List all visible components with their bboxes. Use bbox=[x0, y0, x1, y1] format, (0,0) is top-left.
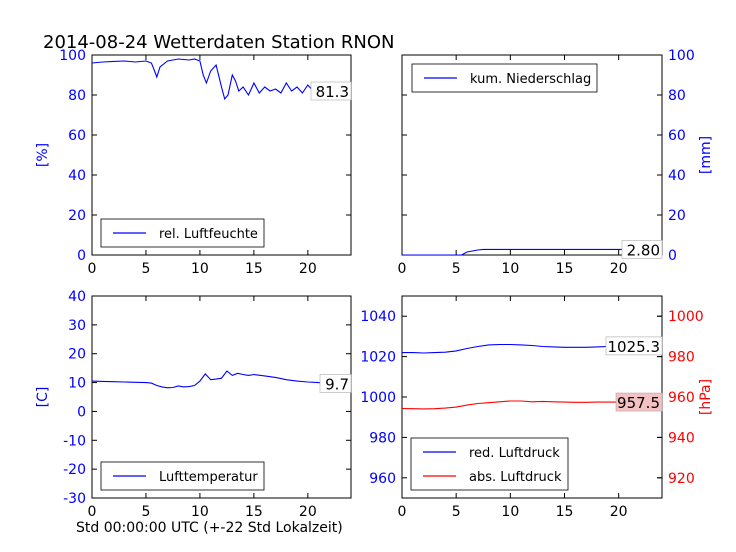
y-axis-label: [hPa] bbox=[698, 379, 714, 415]
y-tick-label: 0 bbox=[77, 248, 86, 264]
value-label-abs-luftdruck: 957.5 bbox=[617, 394, 660, 412]
y-tick-label: 40 bbox=[668, 168, 686, 184]
y-tick-label: 60 bbox=[668, 128, 686, 144]
legend-label: red. Luftdruck bbox=[469, 446, 560, 461]
legend-label: kum. Niederschlag bbox=[470, 72, 591, 87]
value-label-bg bbox=[310, 81, 352, 101]
plot-frame bbox=[91, 54, 352, 256]
x-tick-label: 15 bbox=[245, 504, 263, 520]
y-tick-label: 10 bbox=[68, 376, 86, 392]
x-tick-label: 5 bbox=[452, 261, 461, 277]
y-tick-label: 980 bbox=[369, 430, 396, 446]
y-tick-label: 80 bbox=[68, 88, 86, 104]
value-label-temperature: 9.7 bbox=[325, 375, 349, 393]
panel-temperature: 0 5 10 15 20 -30 -20 -10 0 10 20 30 40 [C] Lufttempera… bbox=[35, 289, 352, 520]
y-tick-label-right: 940 bbox=[668, 430, 695, 446]
chart-title: 2014-08-24 Wetterdaten Station RNON bbox=[43, 32, 394, 53]
y-tick-label: 80 bbox=[668, 88, 686, 104]
value-label-bg bbox=[605, 336, 663, 356]
x-tick-label: 5 bbox=[452, 504, 461, 520]
y-tick-label: 20 bbox=[68, 347, 86, 363]
value-label-bg bbox=[319, 374, 352, 393]
y-tick-label: 20 bbox=[668, 208, 686, 224]
y-tick-label: 1020 bbox=[360, 350, 396, 366]
panel-humidity: 0 5 10 15 20 0 20 40 60 80 100 [%] rel. Luftfeuchte 8… bbox=[35, 48, 352, 277]
y-axis-label: [%] bbox=[35, 143, 51, 167]
y-tick-label: -30 bbox=[63, 491, 86, 507]
x-tick-label: 15 bbox=[556, 261, 574, 277]
series-line-kum-niederschlag bbox=[402, 248, 662, 255]
panel-precipitation: 0 5 10 15 20 0 20 40 60 80 100 [mm] kum. Niederschla… bbox=[398, 48, 714, 277]
y-tick-label: 0 bbox=[77, 404, 86, 420]
x-tick-label: 5 bbox=[141, 261, 150, 277]
x-tick-label: 20 bbox=[299, 261, 317, 277]
x-tick-label: 0 bbox=[88, 261, 97, 277]
x-axis-label: Std 00:00:00 UTC (+-22 Std Lokalzeit) bbox=[76, 520, 343, 536]
x-tick-label: 10 bbox=[191, 504, 209, 520]
legend-label: rel. Luftfeuchte bbox=[159, 227, 258, 242]
x-tick-label: 0 bbox=[398, 261, 407, 277]
y-tick-label-right: 980 bbox=[668, 350, 695, 366]
legend-label: abs. Luftdruck bbox=[469, 470, 562, 485]
legend-label: Lufttemperatur bbox=[159, 470, 258, 485]
x-tick-label: 20 bbox=[299, 504, 317, 520]
value-label-bg bbox=[615, 392, 663, 412]
x-tick-label: 20 bbox=[610, 504, 628, 520]
y-tick-label: 960 bbox=[369, 471, 396, 487]
x-tick-label: 0 bbox=[88, 504, 97, 520]
x-tick-label: 0 bbox=[398, 504, 407, 520]
y-tick-label: -20 bbox=[63, 462, 86, 478]
x-tick-label: 10 bbox=[501, 261, 519, 277]
y-tick-label: 0 bbox=[668, 248, 677, 264]
legend-box bbox=[410, 437, 569, 491]
y-tick-label-right: 960 bbox=[668, 390, 695, 406]
y-tick-label: 30 bbox=[68, 318, 86, 334]
series-line-lufttemperatur bbox=[92, 370, 351, 389]
plot-frame bbox=[401, 54, 663, 256]
y-axis-label: [mm] bbox=[698, 136, 714, 174]
x-tick-label: 20 bbox=[610, 261, 628, 277]
y-tick-label: 40 bbox=[68, 168, 86, 184]
y-tick-label-right: 920 bbox=[668, 471, 695, 487]
y-tick-label: 20 bbox=[68, 208, 86, 224]
y-tick-label: 100 bbox=[59, 48, 86, 64]
value-label-precipitation: 2.80 bbox=[627, 241, 660, 259]
y-axis-label: [C] bbox=[35, 387, 51, 408]
x-tick-label: 10 bbox=[191, 261, 209, 277]
y-tick-label: 40 bbox=[68, 289, 86, 305]
x-tick-label: 10 bbox=[501, 504, 519, 520]
value-label-bg bbox=[621, 240, 663, 259]
y-tick-label: 60 bbox=[68, 128, 86, 144]
x-tick-label: 15 bbox=[245, 261, 263, 277]
series-line-rel-luftfeuchte bbox=[92, 58, 351, 101]
x-tick-label: 5 bbox=[141, 504, 150, 520]
y-tick-label: 1000 bbox=[360, 390, 396, 406]
y-tick-label: 100 bbox=[668, 48, 695, 64]
plot-frame bbox=[91, 295, 352, 499]
y-tick-label-right: 1000 bbox=[668, 309, 704, 325]
y-tick-label: -10 bbox=[63, 433, 86, 449]
y-tick-label: 1040 bbox=[360, 309, 396, 325]
panel-pressure: 0 5 10 15 20 960 980 1000 1020 1040 920 940 960 980 10… bbox=[360, 295, 714, 520]
x-tick-label: 15 bbox=[556, 504, 574, 520]
value-label-red-luftdruck: 1025.3 bbox=[608, 338, 661, 356]
value-label-humidity: 81.3 bbox=[316, 83, 349, 101]
